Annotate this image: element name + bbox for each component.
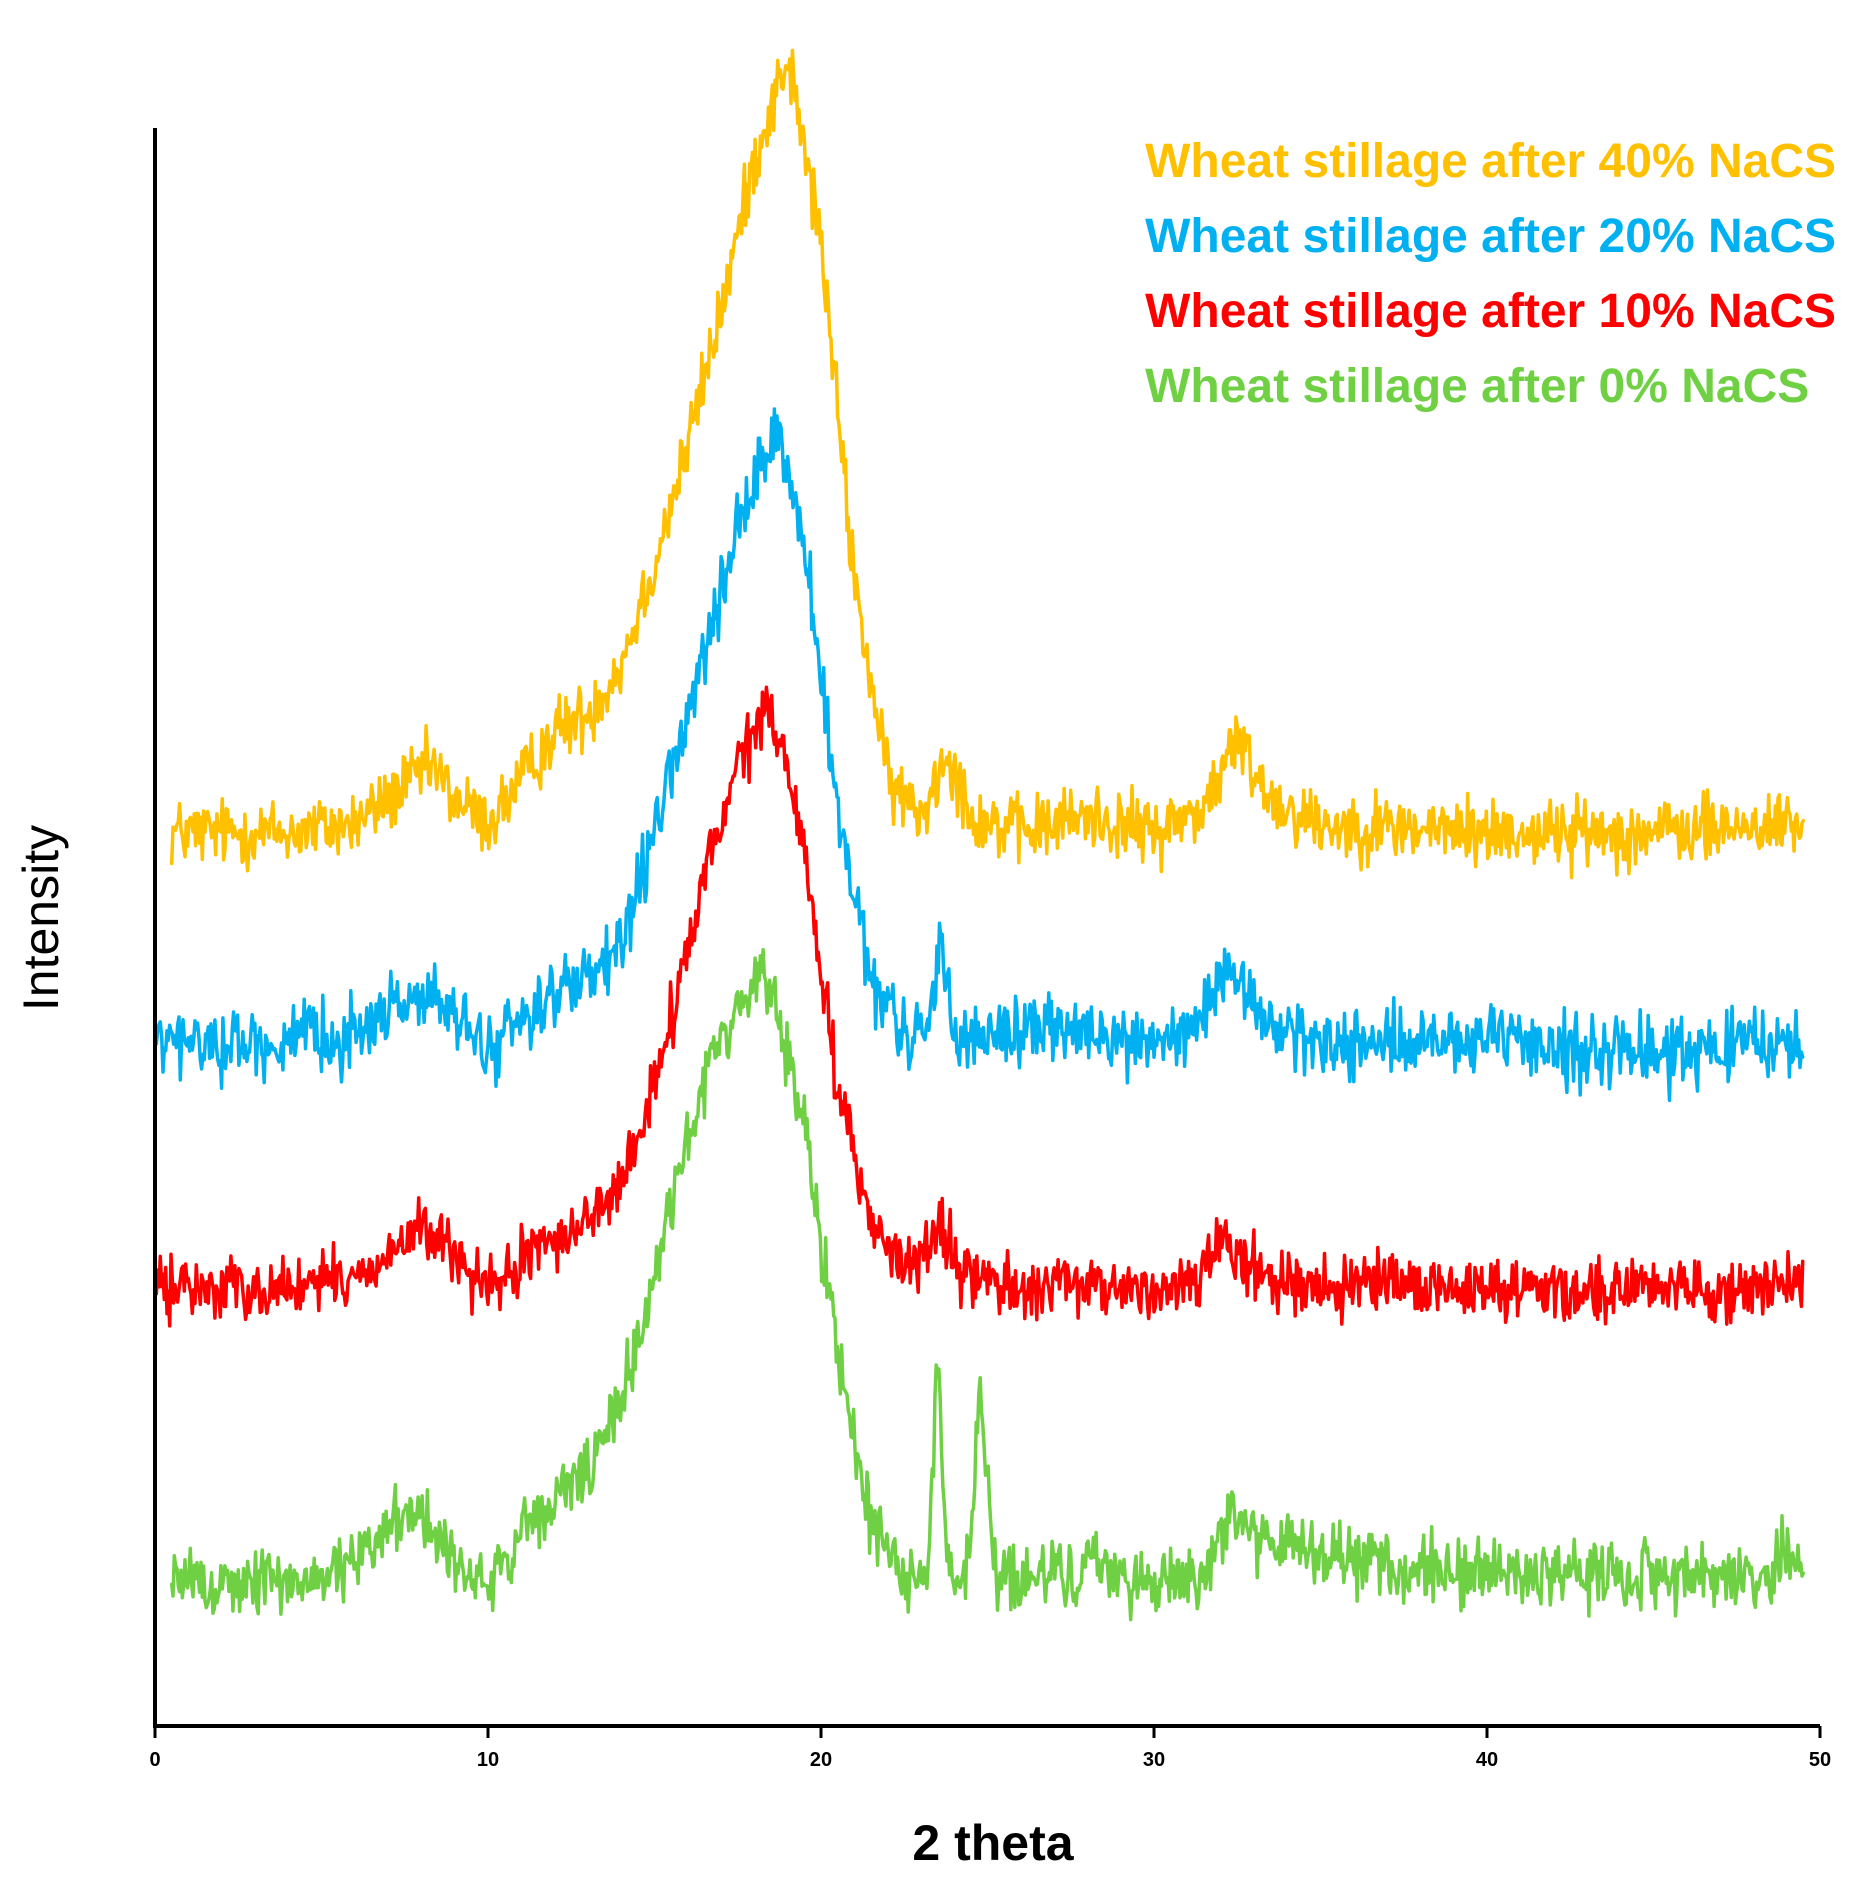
x-axis-title: 2 theta <box>912 1815 1074 1871</box>
legend-entry-40: Wheat stillage after 40% NaCS <box>1145 135 1836 188</box>
y-axis-title: Intensity <box>13 825 69 1011</box>
x-tick-label-50: 50 <box>1809 1749 1831 1771</box>
x-tick-label-30: 30 <box>1143 1749 1165 1771</box>
series-line-2 <box>153 685 1805 1328</box>
series-line-1 <box>153 407 1805 1103</box>
legend-entry-10: Wheat stillage after 10% NaCS <box>1145 285 1836 338</box>
x-tick-layer: 0 10 20 30 40 50 <box>149 1726 1831 1771</box>
series-line-3 <box>169 948 1806 1622</box>
series-layer <box>153 48 1806 1622</box>
x-tick-label-20: 20 <box>810 1749 832 1771</box>
x-tick-label-0: 0 <box>149 1749 160 1771</box>
legend-entry-20: Wheat stillage after 20% NaCS <box>1145 210 1836 263</box>
x-tick-label-10: 10 <box>477 1749 499 1771</box>
series-line-0 <box>169 48 1806 880</box>
x-tick-label-40: 40 <box>1476 1749 1498 1771</box>
legend-entry-0: Wheat stillage after 0% NaCS <box>1145 360 1809 413</box>
legend: Wheat stillage after 40% NaCS Wheat stil… <box>1145 135 1836 413</box>
